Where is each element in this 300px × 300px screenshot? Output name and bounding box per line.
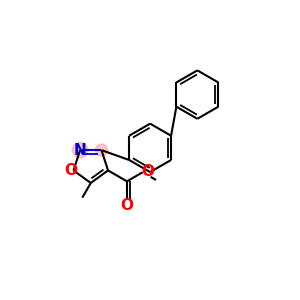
Text: O: O (120, 198, 134, 213)
Circle shape (72, 142, 88, 158)
Text: N: N (74, 142, 86, 158)
Text: O: O (64, 163, 77, 178)
Text: O: O (142, 164, 154, 178)
Circle shape (95, 144, 107, 156)
